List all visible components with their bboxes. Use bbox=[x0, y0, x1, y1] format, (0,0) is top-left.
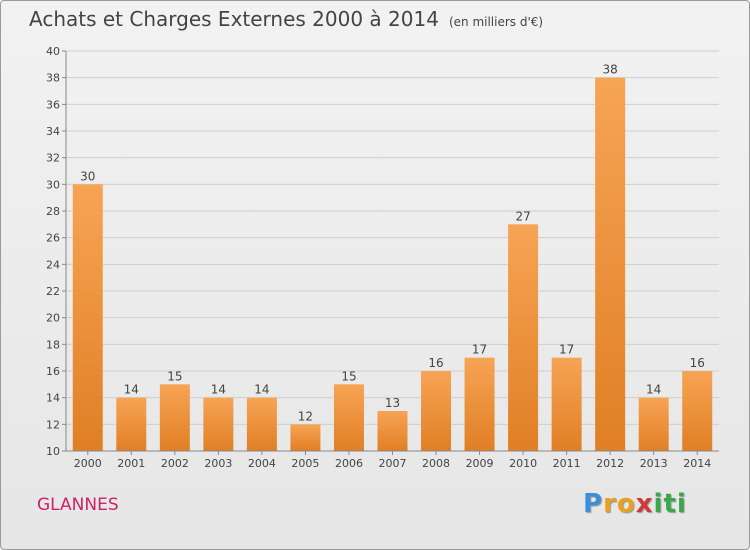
logo-letter: i bbox=[676, 489, 687, 519]
y-tick-label: 18 bbox=[46, 338, 60, 351]
bar-value-label: 27 bbox=[515, 209, 530, 223]
logo-letter: i bbox=[653, 489, 664, 519]
bar-value-label: 12 bbox=[298, 409, 313, 423]
bar-value-label: 17 bbox=[559, 343, 574, 357]
x-tick-label: 2012 bbox=[596, 457, 624, 470]
y-tick-label: 40 bbox=[46, 45, 60, 58]
x-tick-label: 2009 bbox=[466, 457, 494, 470]
logo-letter: x bbox=[635, 489, 654, 519]
logo-letter: o bbox=[616, 489, 636, 519]
y-tick-label: 14 bbox=[46, 392, 60, 405]
bar-value-label: 14 bbox=[254, 383, 269, 397]
bar-value-label: 13 bbox=[385, 396, 400, 410]
chart-title-text: Achats et Charges Externes 2000 à 2014 bbox=[29, 7, 439, 31]
bar bbox=[203, 397, 234, 451]
y-tick-label: 12 bbox=[46, 418, 60, 431]
axis-lines bbox=[65, 51, 719, 452]
y-tick-label: 36 bbox=[46, 98, 60, 111]
proxiti-logo: Proxiti bbox=[583, 489, 687, 519]
chart-title: Achats et Charges Externes 2000 à 2014 (e… bbox=[29, 7, 543, 31]
y-tick-label: 22 bbox=[46, 285, 60, 298]
logo-letter: r bbox=[603, 489, 617, 519]
bar bbox=[377, 411, 408, 451]
bar bbox=[246, 397, 277, 451]
bar-value-label: 15 bbox=[167, 369, 182, 383]
x-tick-label: 2006 bbox=[335, 457, 363, 470]
chart-subtitle: (en milliers d'€) bbox=[448, 15, 544, 29]
bar-value-label: 14 bbox=[211, 383, 226, 397]
y-tick-label: 30 bbox=[46, 178, 60, 191]
x-tick-label: 2003 bbox=[204, 457, 232, 470]
x-tick-label: 2007 bbox=[379, 457, 407, 470]
logo-letter: t bbox=[663, 489, 677, 519]
commune-name: GLANNES bbox=[37, 495, 119, 515]
x-tick-label: 2013 bbox=[640, 457, 668, 470]
y-tick-label: 34 bbox=[46, 125, 60, 138]
logo-letter: P bbox=[583, 489, 604, 519]
x-tick-label: 2010 bbox=[509, 457, 537, 470]
x-tick-label: 2008 bbox=[422, 457, 450, 470]
y-tick-label: 16 bbox=[46, 365, 60, 378]
bar-value-label: 17 bbox=[472, 343, 487, 357]
bar bbox=[508, 224, 539, 451]
bar-value-label: 30 bbox=[80, 169, 95, 183]
bar-value-label: 16 bbox=[428, 356, 443, 370]
bar bbox=[290, 424, 321, 451]
bar bbox=[116, 397, 147, 451]
y-tick-label: 32 bbox=[46, 152, 60, 165]
y-tick-label: 24 bbox=[46, 258, 60, 271]
x-axis: 2000 2001 2002 2003 2004 2005 2006 2007 2008 2009… bbox=[74, 451, 711, 470]
x-tick-label: 2002 bbox=[161, 457, 189, 470]
bar-value-label: 14 bbox=[124, 383, 139, 397]
bar bbox=[551, 357, 582, 451]
x-tick-label: 2001 bbox=[117, 457, 145, 470]
y-axis: 10 12 14 16 18 20 22 24 26 28 30 32 34 36 38 40 bbox=[46, 45, 66, 458]
bar bbox=[421, 371, 452, 451]
bar bbox=[159, 384, 190, 451]
bar bbox=[638, 397, 669, 451]
y-tick-label: 20 bbox=[46, 312, 60, 325]
x-tick-label: 2014 bbox=[683, 457, 711, 470]
x-tick-label: 2004 bbox=[248, 457, 276, 470]
bar bbox=[595, 77, 626, 452]
y-tick-label: 38 bbox=[46, 72, 60, 85]
bar bbox=[333, 384, 364, 451]
bar-value-label: 15 bbox=[341, 369, 356, 383]
y-tick-label: 26 bbox=[46, 232, 60, 245]
y-tick-label: 28 bbox=[46, 205, 60, 218]
bar-value-label: 38 bbox=[603, 63, 618, 77]
bar bbox=[72, 184, 103, 452]
bar bbox=[464, 357, 495, 451]
bars: 30 14 15 14 14 12 15 13 16 17 27 17 38 14 16 bbox=[72, 63, 713, 452]
x-tick-label: 2005 bbox=[291, 457, 319, 470]
bar-value-label: 14 bbox=[646, 383, 661, 397]
y-tick-label: 10 bbox=[46, 445, 60, 458]
bar bbox=[682, 371, 713, 451]
x-tick-label: 2011 bbox=[553, 457, 581, 470]
x-tick-label: 2000 bbox=[74, 457, 102, 470]
bar-value-label: 16 bbox=[690, 356, 705, 370]
